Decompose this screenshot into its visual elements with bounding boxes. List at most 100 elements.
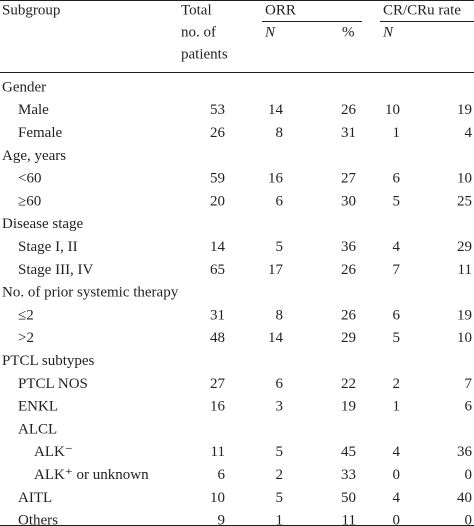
cell-value: 0 [393, 467, 401, 483]
row-label: >2 [18, 330, 34, 346]
cell-value: 27 [341, 171, 357, 187]
header-total: Total [181, 2, 212, 18]
cell-value: 6 [393, 307, 401, 323]
cell-value: 11 [458, 262, 472, 278]
header-n: N [264, 24, 276, 40]
cell-value: 9 [218, 513, 226, 526]
cell-value: 26 [341, 102, 357, 118]
cell-value: 10 [210, 490, 225, 506]
cell-value: 26 [341, 307, 357, 323]
cell-value: 3 [276, 399, 284, 415]
cell-value: 31 [210, 307, 225, 323]
cell-value: 2 [276, 467, 284, 483]
row-label: Stage I, II [18, 239, 78, 255]
cell-value: 29 [457, 239, 472, 255]
cell-value: 22 [341, 376, 356, 392]
row-label: Male [18, 102, 49, 118]
row-label: ≥60 [18, 193, 41, 209]
header-n: N [382, 24, 394, 40]
cell-value: 11 [211, 444, 225, 460]
cell-value: 1 [393, 399, 401, 415]
cell-value: 14 [268, 330, 284, 346]
cell-value: 31 [341, 125, 356, 141]
cell-value: 5 [276, 490, 284, 506]
cell-value: 36 [457, 444, 473, 460]
cell-value: 4 [393, 444, 401, 460]
cell-value: 17 [268, 262, 284, 278]
cell-value: 36 [341, 239, 357, 255]
cell-value: 4 [393, 239, 401, 255]
cell-value: 19 [457, 307, 472, 323]
cell-value: 7 [393, 262, 401, 278]
row-label: ALK⁺ or unknown [34, 467, 149, 483]
cell-value: 11 [342, 513, 356, 526]
row-label: Female [18, 125, 62, 141]
header-total: no. of [181, 24, 216, 40]
cell-value: 0 [465, 513, 473, 526]
group-label: PTCL subtypes [2, 353, 95, 369]
header-orr: ORR [265, 2, 296, 18]
cell-value: 6 [218, 467, 226, 483]
cell-value: 8 [276, 125, 284, 141]
row-label: ENKL [18, 399, 58, 415]
cell-value: 1 [393, 125, 401, 141]
group-label: No. of prior systemic therapy [2, 285, 179, 301]
group-label: Age, years [2, 148, 66, 164]
cell-value: 40 [457, 490, 472, 506]
cell-value: 59 [210, 171, 225, 187]
row-label: Others [18, 513, 58, 526]
cell-value: 4 [465, 125, 473, 141]
cell-value: 26 [341, 262, 357, 278]
cell-value: 14 [210, 239, 226, 255]
cell-value: 20 [210, 193, 225, 209]
cell-value: 6 [393, 171, 401, 187]
row-label: AITL [18, 490, 52, 506]
cell-value: 65 [210, 262, 225, 278]
cell-value: 19 [457, 102, 472, 118]
row-label: <60 [18, 171, 41, 187]
cell-value: 16 [268, 171, 284, 187]
row-label: ≤2 [18, 307, 34, 323]
cell-value: 16 [210, 399, 226, 415]
cell-value: 19 [341, 399, 356, 415]
cell-value: 45 [341, 444, 356, 460]
cell-value: 6 [465, 399, 473, 415]
cell-value: 10 [385, 102, 400, 118]
cell-value: 1 [276, 513, 284, 526]
row-label: Stage III, IV [18, 262, 94, 278]
cell-value: 53 [210, 102, 225, 118]
cell-value: 33 [341, 467, 356, 483]
cell-value: 5 [276, 444, 284, 460]
cell-value: 26 [210, 125, 226, 141]
cell-value: 48 [210, 330, 225, 346]
header-cr: CR/CRu rate [383, 2, 461, 18]
header-total: patients [181, 46, 228, 62]
cell-value: 6 [276, 376, 284, 392]
cell-value: 25 [457, 193, 472, 209]
row-label: ALK⁻ [34, 444, 73, 460]
cell-value: 10 [457, 330, 472, 346]
cell-value: 8 [276, 307, 284, 323]
header-subgroup: Subgroup [2, 2, 60, 18]
cell-value: 27 [210, 376, 226, 392]
cell-value: 50 [341, 490, 356, 506]
cell-value: 2 [393, 376, 401, 392]
cell-value: 0 [393, 513, 401, 526]
cell-value: 10 [457, 171, 472, 187]
cell-value: 7 [465, 376, 473, 392]
row-label: PTCL NOS [18, 376, 88, 392]
cell-value: 30 [341, 193, 356, 209]
cell-value: 0 [465, 467, 473, 483]
cell-value: 6 [276, 193, 284, 209]
header-pct: % [342, 24, 355, 40]
row-label: ALCL [18, 421, 57, 437]
cell-value: 14 [268, 102, 284, 118]
cell-value: 5 [276, 239, 284, 255]
cell-value: 5 [393, 193, 401, 209]
group-label: Gender [2, 79, 46, 95]
group-label: Disease stage [2, 216, 84, 232]
cell-value: 4 [393, 490, 401, 506]
cell-value: 5 [393, 330, 401, 346]
cell-value: 29 [341, 330, 356, 346]
